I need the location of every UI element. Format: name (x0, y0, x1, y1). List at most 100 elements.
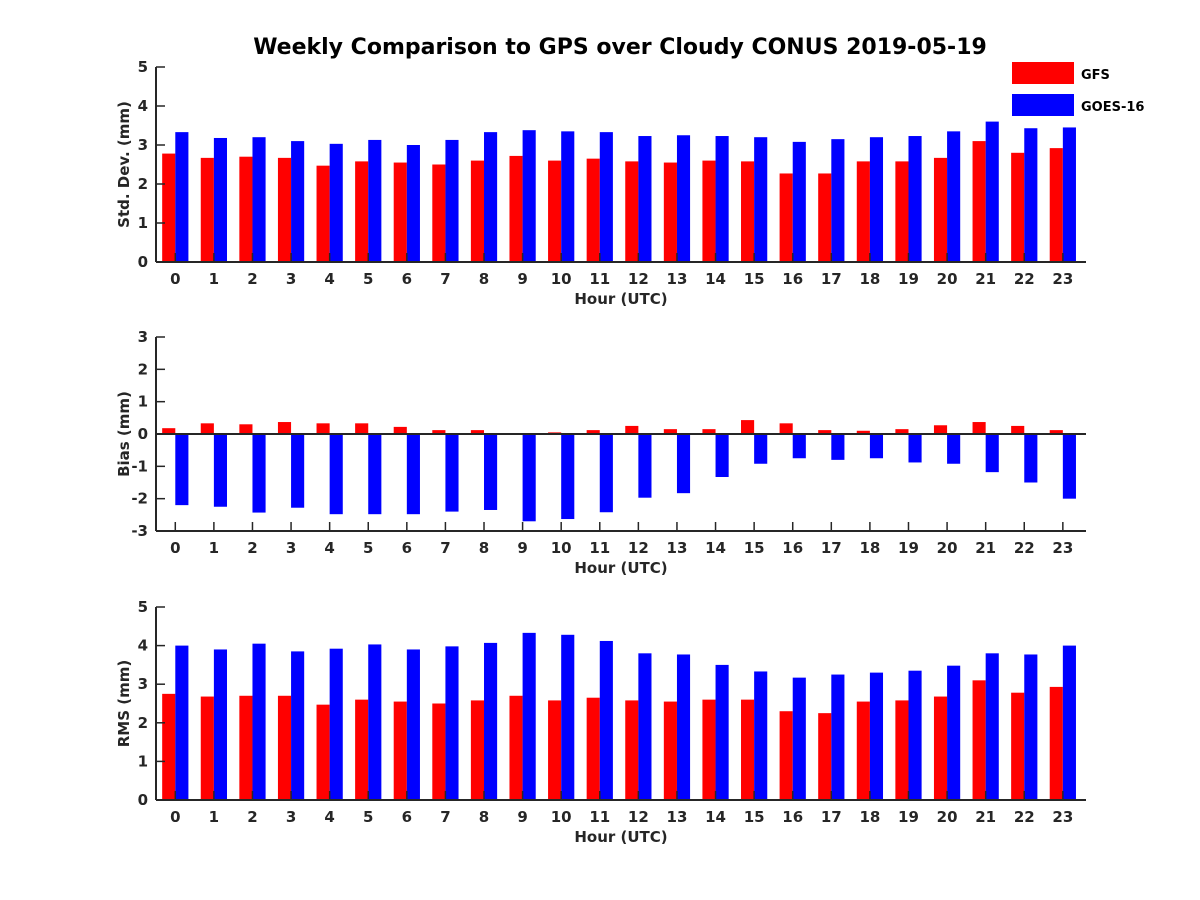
bar-goes-16-hour-8 (484, 642, 498, 800)
bar-gfs-hour-20 (933, 696, 948, 800)
bar-goes-16-hour-12 (638, 136, 652, 262)
x-tick-label: 19 (898, 270, 919, 288)
bar-gfs-hour-18 (856, 161, 870, 262)
bar-goes-16-hour-14 (715, 664, 729, 800)
y-tick-label: -3 (131, 522, 148, 540)
x-tick-label: 5 (363, 270, 373, 288)
bar-goes-16-hour-19 (908, 136, 922, 262)
bar-gfs-hour-17 (818, 713, 832, 800)
x-tick-label: 21 (975, 808, 996, 826)
x-tick-label: 18 (859, 808, 880, 826)
x-tick-label: 18 (859, 270, 880, 288)
legend-label-gfs: GFS (1081, 68, 1110, 83)
y-tick-label: 2 (138, 714, 148, 732)
bar-gfs-hour-7 (432, 703, 446, 800)
x-tick-label: 13 (667, 808, 688, 826)
x-tick-label: 16 (782, 539, 803, 557)
bar-gfs-hour-18 (856, 430, 870, 434)
bar-goes-16-hour-23 (1062, 645, 1076, 800)
bar-goes-16-hour-11 (599, 434, 613, 513)
bar-gfs-hour-23 (1049, 430, 1063, 434)
bar-goes-16-hour-11 (599, 132, 613, 262)
bar-gfs-hour-0 (162, 693, 176, 800)
bar-goes-16-hour-3 (291, 141, 305, 262)
bar-goes-16-hour-12 (638, 653, 652, 800)
x-tick-label: 23 (1052, 270, 1073, 288)
x-tick-label: 7 (440, 539, 450, 557)
x-axis-label: Hour (UTC) (574, 828, 667, 846)
x-tick-label: 2 (247, 808, 257, 826)
bar-goes-16-hour-0 (175, 645, 189, 800)
y-tick-label: 3 (138, 675, 148, 693)
bar-goes-16-hour-1 (213, 434, 228, 507)
bar-gfs-hour-4 (316, 423, 330, 434)
x-tick-label: 11 (589, 539, 610, 557)
x-tick-label: 22 (1014, 270, 1035, 288)
y-tick-label: 3 (138, 328, 148, 346)
bar-gfs-hour-5 (355, 423, 369, 434)
x-tick-label: 10 (551, 539, 572, 557)
bar-goes-16-hour-10 (561, 634, 575, 800)
bar-gfs-hour-2 (239, 156, 253, 262)
y-tick-label: 0 (138, 791, 148, 809)
bar-goes-16-hour-16 (792, 434, 806, 459)
bar-goes-16-hour-20 (947, 131, 961, 262)
bar-goes-16-hour-6 (406, 649, 420, 800)
x-tick-label: 12 (628, 539, 649, 557)
bar-gfs-hour-8 (470, 700, 485, 800)
bar-goes-16-hour-13 (676, 434, 691, 494)
x-tick-label: 0 (170, 539, 180, 557)
bar-goes-16-hour-6 (406, 434, 420, 515)
bar-goes-16-hour-14 (715, 434, 729, 478)
bar-goes-16-hour-4 (329, 434, 343, 515)
legend-swatch-goes16 (1012, 94, 1074, 116)
x-tick-label: 21 (975, 539, 996, 557)
x-tick-label: 15 (744, 808, 765, 826)
y-tick-label: 1 (138, 214, 148, 232)
y-tick-label: 2 (138, 360, 148, 378)
bar-gfs-hour-12 (625, 425, 639, 434)
bar-gfs-hour-13 (663, 162, 677, 262)
bar-gfs-hour-15 (741, 699, 755, 800)
bar-gfs-hour-18 (856, 701, 870, 800)
bar-goes-16-hour-17 (831, 434, 845, 460)
bar-goes-16-hour-10 (561, 434, 575, 520)
bar-goes-16-hour-0 (175, 132, 189, 262)
bar-goes-16-hour-9 (522, 130, 536, 262)
bar-gfs-hour-2 (239, 695, 253, 800)
bar-goes-16-hour-20 (947, 665, 961, 800)
x-tick-label: 18 (859, 539, 880, 557)
x-tick-label: 1 (209, 808, 219, 826)
bar-goes-16-hour-7 (445, 646, 459, 800)
bar-goes-16-hour-16 (792, 677, 806, 800)
bar-gfs-hour-6 (393, 701, 407, 800)
x-tick-label: 19 (898, 539, 919, 557)
x-tick-label: 13 (667, 539, 688, 557)
bar-goes-16-hour-6 (406, 145, 420, 262)
x-tick-label: 0 (170, 808, 180, 826)
bar-gfs-hour-5 (355, 161, 369, 262)
x-tick-label: 4 (324, 270, 334, 288)
x-tick-label: 17 (821, 539, 842, 557)
x-tick-label: 7 (440, 808, 450, 826)
bar-gfs-hour-12 (625, 700, 639, 800)
x-tick-label: 15 (744, 270, 765, 288)
bar-goes-16-hour-12 (638, 434, 652, 498)
y-axis-label: Std. Dev. (mm) (115, 101, 133, 228)
bar-gfs-hour-22 (1011, 425, 1025, 434)
x-tick-label: 14 (705, 270, 726, 288)
bar-goes-16-hour-18 (869, 672, 884, 800)
x-tick-label: 21 (975, 270, 996, 288)
bar-goes-16-hour-21 (985, 434, 999, 473)
bar-goes-16-hour-18 (869, 434, 884, 459)
x-tick-label: 23 (1052, 539, 1073, 557)
bar-goes-16-hour-5 (368, 139, 382, 262)
bar-gfs-hour-14 (702, 160, 716, 262)
y-tick-label: 5 (138, 58, 148, 76)
bar-gfs-hour-20 (933, 425, 948, 434)
x-tick-label: 6 (402, 539, 412, 557)
bar-goes-16-hour-23 (1062, 127, 1076, 262)
bar-gfs-hour-7 (432, 164, 446, 262)
bar-goes-16-hour-11 (599, 640, 613, 800)
